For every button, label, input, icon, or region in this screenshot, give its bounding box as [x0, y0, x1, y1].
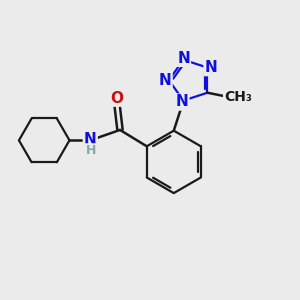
- Text: N: N: [205, 60, 218, 75]
- Text: N: N: [176, 94, 188, 110]
- Text: N: N: [177, 51, 190, 66]
- Text: N: N: [159, 73, 172, 88]
- Text: N: N: [84, 132, 97, 147]
- Text: CH₃: CH₃: [224, 90, 252, 104]
- Text: O: O: [110, 91, 124, 106]
- Text: H: H: [86, 144, 96, 157]
